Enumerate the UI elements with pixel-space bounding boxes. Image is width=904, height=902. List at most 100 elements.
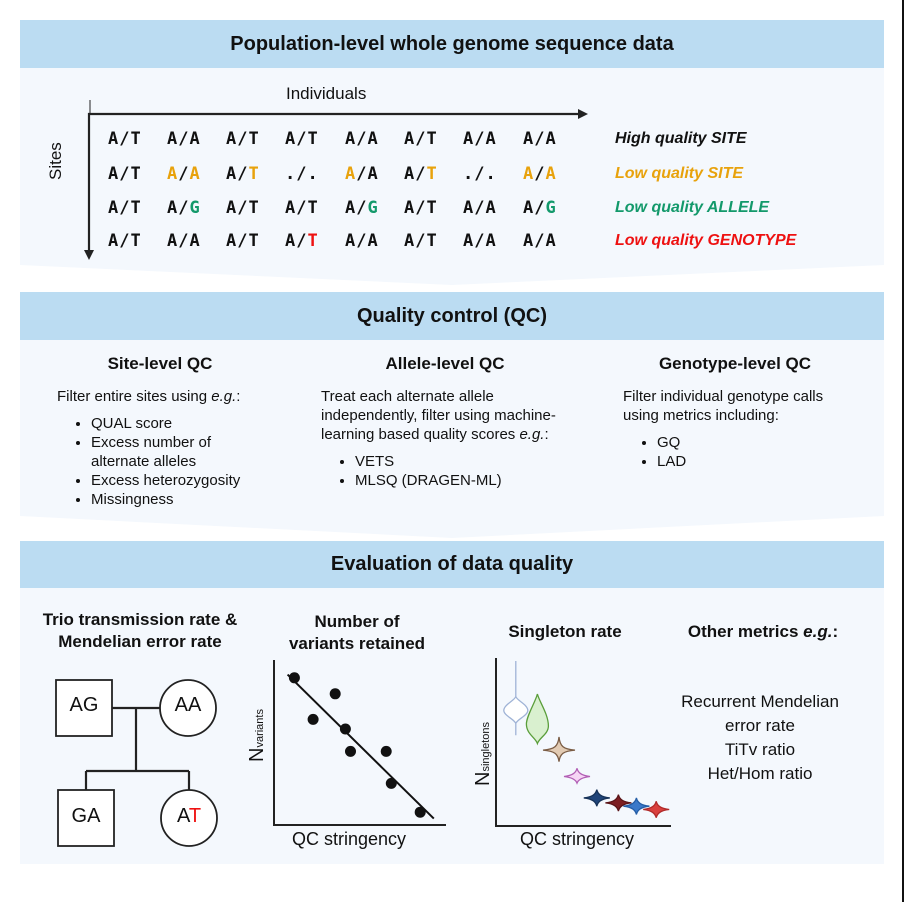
violin-shape — [643, 801, 670, 818]
genotype-cell: ./. — [463, 164, 497, 184]
genotype-cell: A/T — [226, 164, 260, 184]
violin-axes — [495, 658, 671, 827]
quality-label: Low quality SITE — [615, 165, 744, 182]
genotype-cell: A/A — [463, 198, 497, 218]
panel2-body — [20, 340, 884, 516]
father-square — [55, 679, 113, 737]
other-metrics-title: Other metrics e.g.: — [687, 622, 839, 641]
site-qc-item: Excess number of alternate alleles — [91, 433, 241, 471]
variants-y-label: Nvariants — [246, 709, 268, 762]
genotype-cell: A/T — [226, 129, 260, 149]
variants-x-label: QC stringency — [292, 829, 407, 849]
scatter-point — [339, 723, 351, 735]
site-level-qc-intro: Filter entire sites using e.g.: — [57, 388, 241, 405]
panel3-header: Evaluation of data quality — [20, 541, 884, 588]
trio-title-line2: Mendelian error rate — [58, 632, 222, 651]
genotype-cell: A/T — [404, 198, 438, 218]
singleton-y-label: Nsingletons — [472, 722, 494, 786]
singleton-x-label: QC stringency — [520, 829, 635, 849]
violin-shape — [623, 797, 650, 815]
genotype-level-qc-intro: Filter individual genotype calls using m… — [623, 388, 824, 424]
sites-axis-label: Sites — [46, 142, 65, 180]
panel1-header: Population-level whole genome sequence d… — [20, 20, 884, 68]
genotype-cell: A/T — [285, 231, 319, 251]
allele-qc-item: MLSQ (DRAGEN-ML) — [355, 471, 561, 490]
mendelian-error-allele: T — [188, 805, 202, 827]
scatter-axes — [273, 660, 446, 826]
genotype-level-qc-text: Filter individual genotype calls using m… — [623, 387, 863, 471]
allele-level-qc-text: Treat each alternate allele independentl… — [321, 387, 561, 490]
genotype-cell: A/T — [404, 129, 438, 149]
allele-qc-item: VETS — [355, 452, 561, 471]
site-level-qc-list: QUAL score Excess number of alternate al… — [57, 414, 277, 509]
site-level-qc-title: Site-level QC — [107, 354, 213, 373]
variants-title: Number of variants retained — [262, 611, 452, 655]
genotype-cell: A/T — [404, 164, 438, 184]
quality-label: Low quality ALLELE — [615, 199, 770, 216]
genotype-cell: A/T — [226, 198, 260, 218]
genotype-cell: A/G — [167, 198, 201, 218]
son-genotype: GA — [71, 805, 101, 827]
violin-shape — [542, 736, 576, 762]
daughter-circle — [160, 789, 218, 847]
genotype-level-qc-title: Genotype-level QC — [658, 354, 812, 373]
axes-lines — [87, 112, 580, 256]
sites-arrowhead-icon — [84, 250, 94, 260]
scatter-point — [380, 745, 392, 757]
genotype-cell: ./. — [285, 164, 319, 184]
variants-title-line2: variants retained — [288, 634, 426, 653]
scatter-point — [288, 672, 300, 684]
genotype-cell: A/T — [226, 231, 260, 251]
scatter-point — [414, 806, 426, 818]
genotype-cell: A/A — [463, 231, 497, 251]
genotype-level-qc-list: GQ LAD — [623, 433, 863, 471]
genotype-cell: A/T — [108, 198, 142, 218]
father-genotype: AG — [69, 694, 99, 716]
panel2-title: Quality control (QC) — [357, 304, 547, 327]
trend-line — [286, 673, 435, 820]
violin-shape — [583, 789, 610, 807]
genotype-cell: A/A — [463, 129, 497, 149]
genotype-cell: A/A — [523, 164, 557, 184]
genotype-cell: A/A — [167, 129, 201, 149]
genotype-cell: A/A — [523, 231, 557, 251]
site-qc-item: Missingness — [91, 490, 277, 509]
genotype-cell: A/A — [167, 164, 201, 184]
genotype-cell: A/A — [167, 231, 201, 251]
trio-title-line1: Trio transmission rate & — [42, 610, 238, 629]
singleton-title: Singleton rate — [508, 622, 622, 641]
genotype-cell: A/T — [285, 129, 319, 149]
scatter-point — [329, 688, 341, 700]
violin-shape — [605, 794, 632, 812]
mother-genotype: AA — [174, 694, 202, 716]
violin-shape — [563, 768, 591, 785]
site-qc-item: Excess heterozygosity — [91, 471, 277, 490]
pedigree-diagram — [55, 679, 218, 847]
trio-title: Trio transmission rate & Mendelian error… — [20, 609, 260, 653]
quality-label: High quality SITE — [615, 130, 747, 147]
genotype-cell: A/A — [523, 129, 557, 149]
quality-label: Low quality GENOTYPE — [615, 232, 797, 249]
genotype-cell: A/A — [345, 129, 379, 149]
other-metric-line: TiTv ratio — [724, 740, 796, 759]
violin-shape — [503, 661, 529, 736]
genotype-qc-item: LAD — [657, 452, 863, 471]
scatter-point — [307, 713, 319, 725]
genotype-cell: A/T — [108, 164, 142, 184]
scatter-point — [345, 745, 356, 757]
variants-title-line1: Number of — [314, 612, 400, 631]
panel3-title: Evaluation of data quality — [330, 553, 574, 575]
genotype-cell: A/G — [523, 198, 557, 218]
panel1-title: Population-level whole genome sequence d… — [230, 32, 674, 55]
panel1-body — [20, 68, 884, 265]
panel2-chevron — [20, 515, 884, 538]
genotype-axes — [84, 100, 588, 260]
individuals-axis-label: Individuals — [286, 84, 367, 103]
genotype-cell: A/T — [404, 231, 438, 251]
other-metric-line: error rate — [725, 716, 795, 735]
other-metric-line: Recurrent Mendelian — [681, 692, 839, 711]
singleton-violin-plot — [495, 658, 671, 827]
site-level-qc-text: Filter entire sites using e.g.: QUAL sco… — [57, 387, 277, 509]
panel2-header: Quality control (QC) — [20, 292, 884, 340]
genotype-cell: A/T — [285, 198, 319, 218]
